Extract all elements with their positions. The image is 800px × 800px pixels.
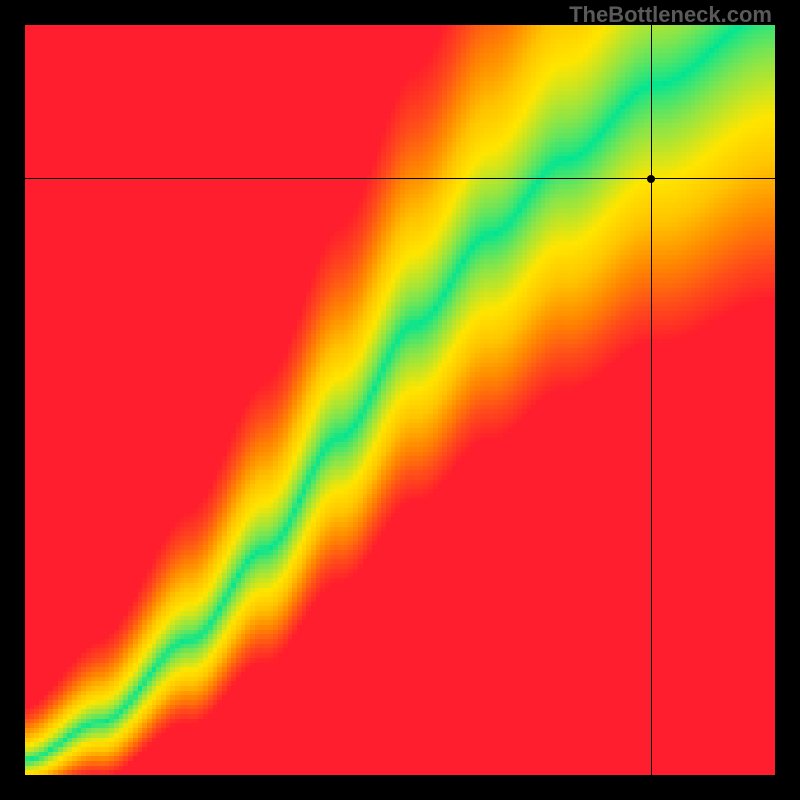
crosshair-horizontal xyxy=(25,178,775,179)
watermark-text: TheBottleneck.com xyxy=(569,2,772,28)
crosshair-marker xyxy=(647,175,655,183)
bottleneck-heatmap xyxy=(25,25,775,775)
chart-container: TheBottleneck.com xyxy=(0,0,800,800)
crosshair-vertical xyxy=(651,25,652,775)
